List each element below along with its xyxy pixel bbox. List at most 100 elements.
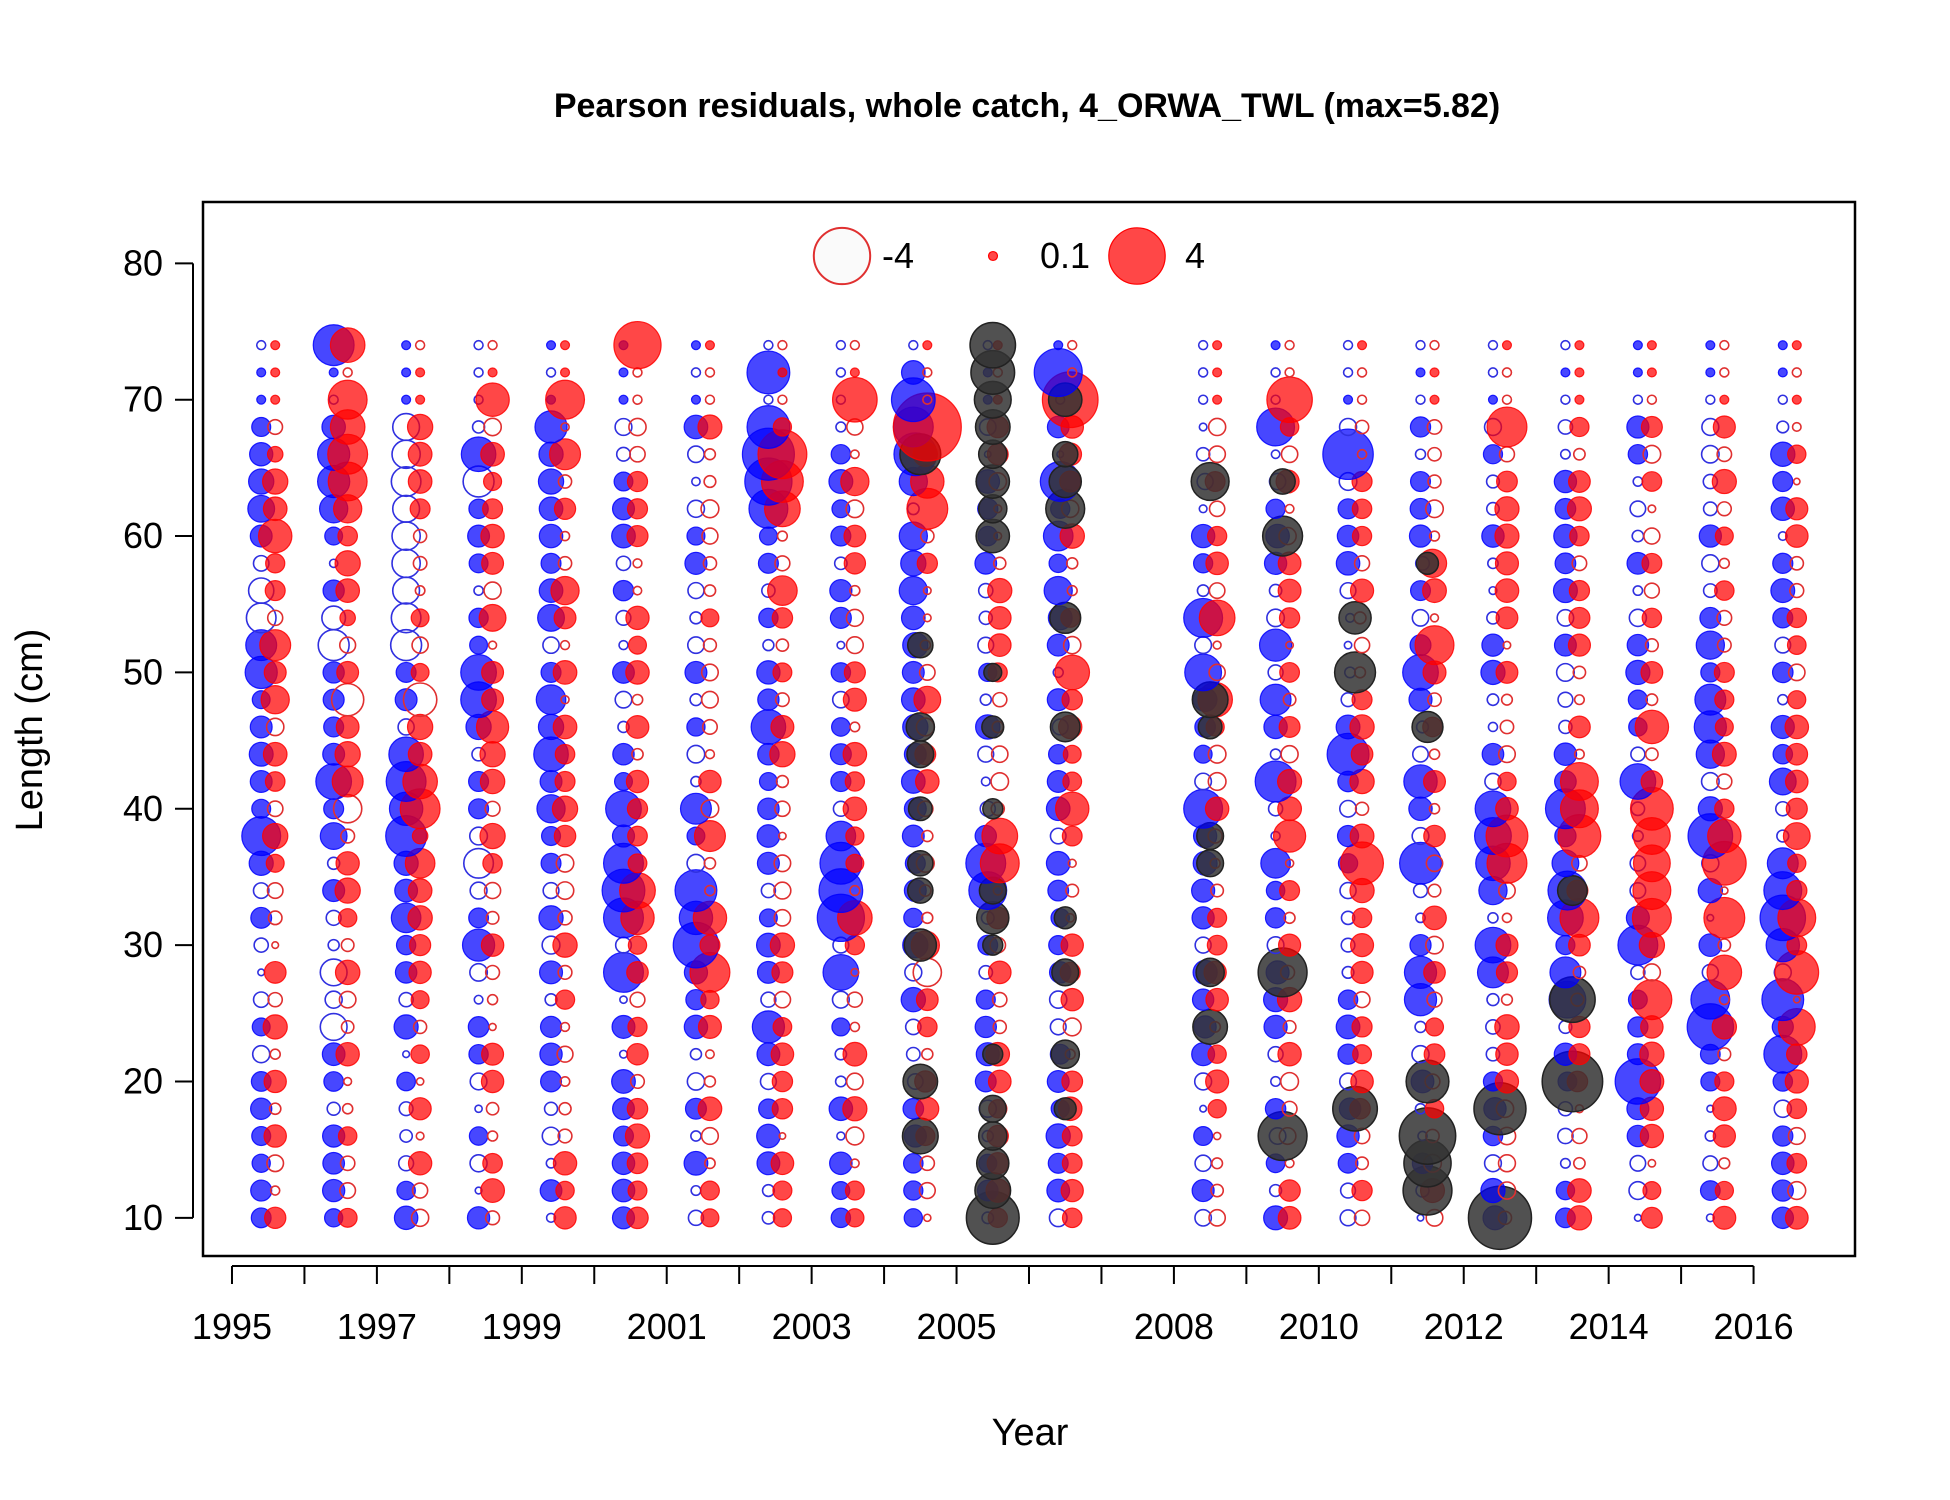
bubble-male-negative [389,628,423,662]
bubble-female-positive [772,1017,793,1037]
legend-label: 4 [1185,235,1205,276]
bubble-female-positive [626,961,649,984]
bubble-female-positive [259,629,292,662]
bubble-male-positive [831,1017,851,1037]
bubble-male-positive [1770,578,1796,604]
bubble-female-positive [1204,796,1230,822]
bubble-female-negative [702,555,718,571]
bubble-female-negative [1500,993,1514,1006]
bubble-male-positive [618,394,629,405]
bubble-female-negative [266,1154,285,1173]
bubble-female-positive [1423,1043,1446,1066]
bubble-female-positive [843,524,867,548]
bubble-male-positive [1632,367,1643,378]
bubble-female-positive [831,376,878,423]
bubble-female-positive [914,769,940,794]
bubble-shared [1556,875,1588,907]
y-axis-label: Length (cm) [9,629,51,832]
bubble-female-negative [1427,883,1442,898]
x-tick-label: 1995 [192,1306,272,1347]
legend-swatch-negative [812,226,872,286]
bubble-male-positive [1409,933,1432,957]
bubble-female-positive [482,498,504,520]
bubble-female-positive [335,578,361,603]
bubble-female-negative [919,1155,936,1172]
bubble-male-negative [686,636,705,655]
bubble-female-negative [338,636,357,654]
bubble-female-positive [625,660,650,685]
bubble-female-negative [775,638,790,653]
y-tick-label: 10 [123,1197,163,1238]
bubble-male-positive [1771,1179,1794,1202]
bubble-male-positive [975,989,996,1010]
bubble-female-negative [773,881,792,900]
bubble-female-negative [629,445,646,463]
bubble-female-negative [1499,719,1515,735]
bubble-female-negative [704,1049,715,1060]
bubble-female-negative [1284,367,1295,378]
bubble-female-negative [415,1077,425,1086]
bubble-female-negative [1283,911,1296,925]
bubble-female-negative [992,556,1007,571]
bubble-male-positive [401,340,412,351]
bubble-female-negative [774,555,791,572]
bubble-male-negative [835,421,847,433]
bubble-female-negative [776,530,789,542]
bubble-female-negative [1208,445,1227,464]
bubble-male-positive [1045,850,1071,876]
bubble-male-negative [1269,748,1282,761]
bubble-female-positive [1574,394,1585,405]
x-axis-label: Year [992,1412,1069,1454]
bubble-male-negative [1338,417,1358,437]
bubble-female-positive [479,768,506,795]
bubble-female-negative [402,682,438,718]
bubble-female-positive [772,1180,793,1201]
bubble-female-negative [1716,637,1732,653]
bubble-shared [1333,651,1377,694]
bubble-shared [983,662,1003,683]
bubble-female-positive [627,635,648,655]
bubble-female-negative [921,911,934,925]
bubble-male-negative [391,548,422,579]
bubble-female-negative [340,938,355,953]
bubble-female-negative [1354,801,1370,817]
bubble-male-negative [836,1131,846,1141]
bubble-female-positive [1786,1043,1808,1065]
bubble-female-negative [1425,854,1444,873]
bubble-male-negative [1559,448,1571,460]
bubble-female-positive [334,741,361,768]
bubble-female-positive [265,553,286,574]
bubble-female-negative [1066,367,1078,378]
bubble-male-negative [835,367,847,378]
bubble-female-positive [627,935,648,955]
bubble-female-negative [1572,1156,1586,1170]
bubble-male-positive [1193,1125,1214,1147]
bubble-female-positive [770,714,795,739]
bubble-female-positive [699,1180,720,1201]
bubble-female-negative [560,694,570,705]
bubble-female-negative [700,690,720,709]
bubble-male-negative [1702,501,1718,517]
bubble-shared [982,1043,1004,1065]
bubble-male-negative [1270,367,1281,378]
bubble-male-positive [1695,630,1726,660]
bubble-female-negative [628,417,647,437]
bubble-female-positive [1782,822,1811,851]
bubble-female-negative [1502,640,1512,650]
bubble-female-negative [1572,665,1587,680]
bubble-male-positive [319,822,348,851]
bubble-male-positive [401,367,412,378]
bubble-female-negative [1718,557,1731,570]
bubble-male-positive [757,552,779,574]
bubble-female-positive [987,633,1012,658]
bubble-male-positive [469,635,489,655]
bubble-female-positive [1350,742,1374,766]
bubble-male-positive [1260,847,1291,879]
bubble-male-positive [1409,497,1432,520]
bubble-male-negative [1412,882,1429,899]
bubble-male-positive [393,1014,419,1040]
bubble-female-positive [1787,690,1807,710]
bubble-female-negative [845,1126,865,1146]
bubble-male-negative [905,1046,921,1062]
